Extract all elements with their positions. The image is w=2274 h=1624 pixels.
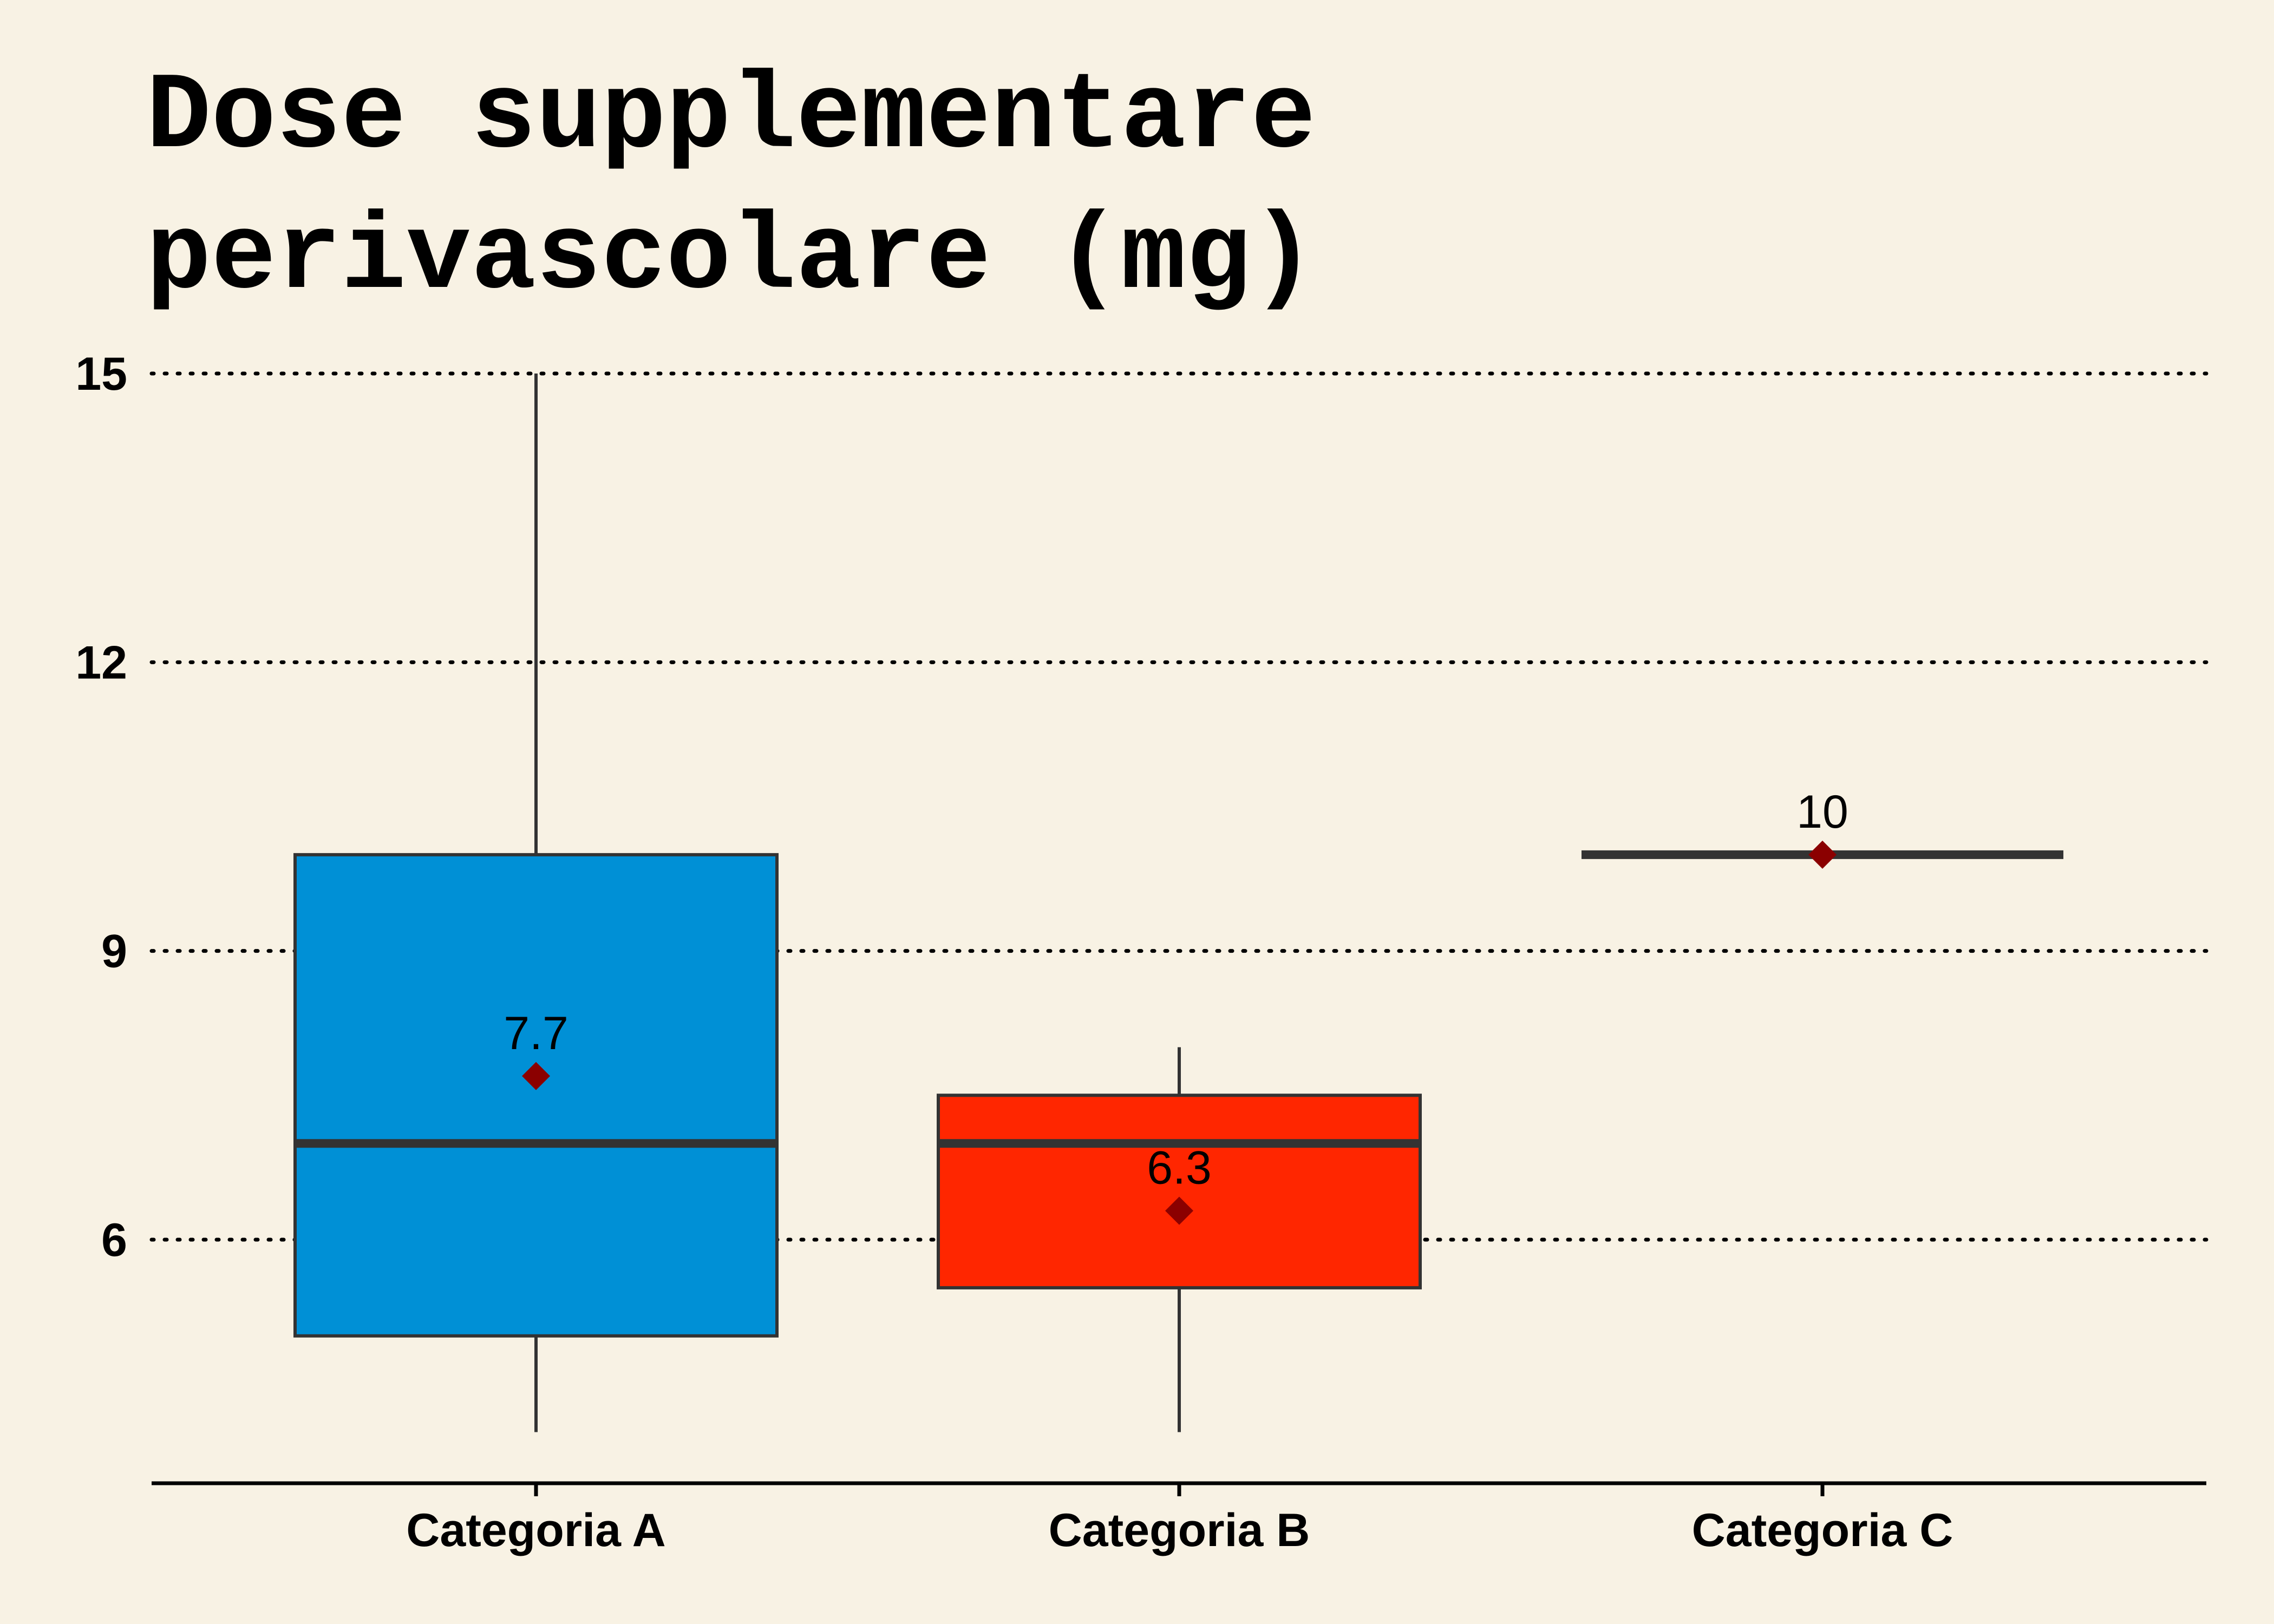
chart-title-line-1: Dose supplementare [146,56,1316,179]
x-tick-label: Categoria C [1692,1504,1953,1556]
mean-label: 7.7 [504,1007,568,1059]
box-iqr [937,1093,1422,1289]
x-tick-label: Categoria A [406,1504,665,1556]
mean-marker [522,1062,550,1090]
box-iqr [293,853,779,1338]
box-group: 6.3 [937,1047,1422,1432]
mean-marker [1165,1196,1193,1225]
y-tick-label: 15 [75,348,127,400]
y-axis-ticks: 6 9 12 15 [75,348,127,1266]
x-tick-label: Categoria B [1049,1504,1310,1556]
mean-marker [1808,840,1837,869]
y-tick-label: 12 [75,637,127,689]
box-group: 10 [1582,786,2063,869]
mean-label: 6.3 [1147,1142,1212,1194]
chart-title-line-2: perivascolare (mg) [146,197,1316,320]
mean-label: 10 [1796,786,1848,838]
box-group: 7.7 [293,374,779,1432]
boxes: 7.7 6.3 10 [293,374,2063,1432]
x-axis: Categoria A Categoria B Categoria C [152,1481,2206,1556]
y-tick-label: 6 [101,1214,127,1266]
y-tick-label: 9 [101,926,127,978]
